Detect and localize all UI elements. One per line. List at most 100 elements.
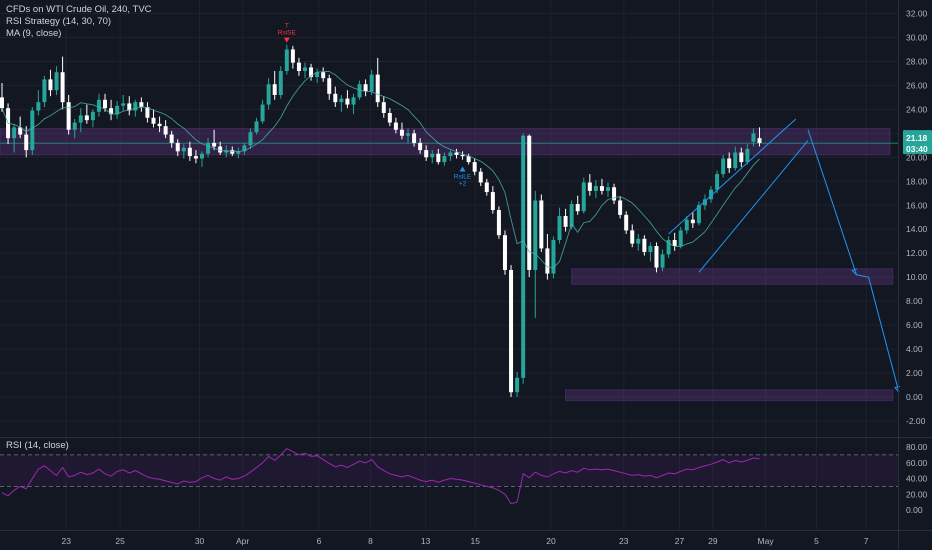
candle-body[interactable] [496,210,501,236]
candle-body[interactable] [606,187,610,191]
candle-body[interactable] [284,49,289,72]
candle-body[interactable] [333,93,338,103]
support-resistance-zone[interactable] [0,128,891,156]
candle-body[interactable] [630,230,635,244]
candle-body[interactable] [436,153,441,163]
candle-body[interactable] [448,152,453,157]
candle-body[interactable] [115,105,120,115]
candle-body[interactable] [278,71,283,95]
candle-body[interactable] [230,150,235,154]
candle-body[interactable] [0,97,4,109]
candle-body[interactable] [175,142,180,152]
candle-body[interactable] [406,133,411,136]
candle-body[interactable] [54,72,59,91]
candle-body[interactable] [642,238,647,252]
candle-body[interactable] [218,146,223,153]
candle-body[interactable] [206,142,211,154]
symbol-title[interactable]: CFDs on WTI Crude Oil, 240, TVC [6,4,152,15]
candle-body[interactable] [418,142,423,151]
candle-body[interactable] [345,98,350,105]
rsi-title[interactable]: RSI (14, close) [6,440,69,451]
candle-body[interactable] [587,182,592,191]
support-resistance-zone[interactable] [571,268,894,285]
candle-body[interactable] [66,102,71,130]
candle-body[interactable] [696,205,701,224]
candle-body[interactable] [599,186,604,191]
candle-body[interactable] [618,200,623,215]
candle-body[interactable] [575,204,580,212]
candle-body[interactable] [454,152,459,155]
candle-body[interactable] [72,122,77,130]
candle-body[interactable] [636,238,641,244]
candle-body[interactable] [424,150,429,158]
support-resistance-zone[interactable] [565,389,894,402]
candle-body[interactable] [321,72,326,79]
candle-body[interactable] [490,192,495,211]
candle-body[interactable] [648,245,653,252]
candle-body[interactable] [42,79,47,103]
candle-body[interactable] [509,269,514,393]
candle-body[interactable] [751,133,756,142]
channel-line-upper[interactable] [668,118,797,235]
price-axis[interactable]: 32.0030.0028.0026.0024.0022.0020.0018.00… [903,9,932,426]
candle-body[interactable] [187,147,192,157]
candle-body[interactable] [678,230,683,246]
candle-body[interactable] [139,102,144,107]
candle-body[interactable] [266,84,271,105]
candle-body[interactable] [393,122,398,130]
candle-body[interactable] [381,102,386,113]
rsi-pane[interactable] [0,447,898,505]
candle-body[interactable] [593,186,598,191]
candle-body[interactable] [545,248,550,274]
candle-body[interactable] [624,214,629,231]
candle-body[interactable] [315,72,320,78]
candle-body[interactable] [24,134,29,151]
candle-body[interactable] [375,74,380,103]
candle-body[interactable] [133,102,138,111]
candle-body[interactable] [502,235,507,270]
candle-body[interactable] [715,174,720,190]
candle-body[interactable] [484,182,489,193]
candle-body[interactable] [709,189,714,200]
candle-body[interactable] [157,123,162,127]
long-signal-arrow-icon[interactable] [459,166,466,172]
candle-body[interactable] [272,84,277,95]
candle-body[interactable] [242,145,247,152]
candle-body[interactable] [248,132,253,146]
candle-body[interactable] [78,115,83,123]
candle-body[interactable] [478,171,483,183]
candle-body[interactable] [145,106,150,118]
candle-body[interactable] [721,158,726,175]
candle-body[interactable] [357,84,362,98]
candle-body[interactable] [260,104,265,122]
channel-line-lower[interactable] [698,140,809,273]
ma-line[interactable] [1,70,760,269]
candle-body[interactable] [351,97,356,105]
short-signal-arrow-icon[interactable] [283,37,290,43]
candle-body[interactable] [739,152,744,163]
candle-body[interactable] [612,187,617,201]
candle-body[interactable] [442,156,447,163]
candle-body[interactable] [151,117,156,124]
projection-path[interactable] [807,129,900,393]
candle-body[interactable] [236,151,241,154]
candle-body[interactable] [18,127,23,135]
candle-body[interactable] [296,62,301,72]
candle-body[interactable] [521,135,526,378]
candle-body[interactable] [387,112,392,123]
candle-body[interactable] [363,84,368,92]
candle-body[interactable] [90,111,95,121]
candle-body[interactable] [733,152,738,169]
candle-body[interactable] [163,126,168,135]
candle-body[interactable] [36,102,41,111]
candle-body[interactable] [84,115,89,121]
candle-body[interactable] [539,200,544,249]
candle-body[interactable] [169,134,174,143]
candle-body[interactable] [309,67,314,78]
candle-body[interactable] [466,156,471,163]
strategy-legend[interactable]: RSI Strategy (14, 30, 70) [6,16,112,27]
last-price-badge[interactable] [903,130,932,155]
candle-body[interactable] [109,108,114,115]
candle-body[interactable] [702,199,707,206]
candle-body[interactable] [727,158,732,169]
